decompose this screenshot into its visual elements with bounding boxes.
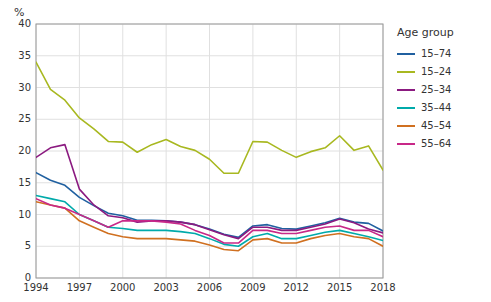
legend-swatch [397,71,415,73]
grid-line [166,24,167,278]
legend-label: 15–74 [421,48,451,59]
x-tick-label: 2018 [370,282,395,293]
series-line [36,195,383,246]
x-tick-label: 2003 [153,282,178,293]
y-tick-label: 20 [18,145,31,156]
y-tick-label: 5 [25,240,31,251]
y-tick-label: 25 [18,113,31,124]
legend-swatch [397,53,415,55]
x-tick-label: 2000 [110,282,135,293]
legend-label: 25–34 [421,84,451,95]
legend-label: 35–44 [421,102,451,113]
y-tick-label: 15 [18,177,31,188]
x-tick-label: 1994 [23,282,48,293]
legend-title: Age group [397,26,454,39]
x-tick-label: 2009 [240,282,265,293]
legend-swatch [397,143,415,145]
grid [36,24,383,278]
legend-label: 45–54 [421,120,451,131]
x-tick-label: 2006 [197,282,222,293]
x-tick-label: 2012 [284,282,309,293]
y-axis-label: % [14,6,24,19]
x-tick-label: 1997 [67,282,92,293]
grid-line [339,24,340,278]
series-line [36,173,383,238]
legend-swatch [397,107,415,109]
legend: Age group 15–74 15–24 25–34 35–44 45–54 55–64 [397,26,454,149]
y-tick-label: 35 [18,50,31,61]
legend-label: 55–64 [421,138,451,149]
y-tick-label: 30 [18,82,31,93]
chart: 0510152025303540199419972000200320062009… [0,0,491,302]
grid-line [296,24,297,278]
grid-line [79,24,80,278]
series-line [36,199,383,243]
axes: 0510152025303540199419972000200320062009… [18,18,395,293]
series-group [36,62,383,251]
y-tick-label: 40 [18,18,31,29]
y-tick-label: 10 [18,209,31,220]
legend-label: 15–24 [421,66,451,77]
series-line [36,62,383,173]
legend-swatch [397,125,415,127]
legend-swatch [397,89,415,91]
grid-line [209,24,210,278]
x-tick-label: 2015 [327,282,352,293]
plot-frame [36,24,383,278]
grid-line [122,24,123,278]
